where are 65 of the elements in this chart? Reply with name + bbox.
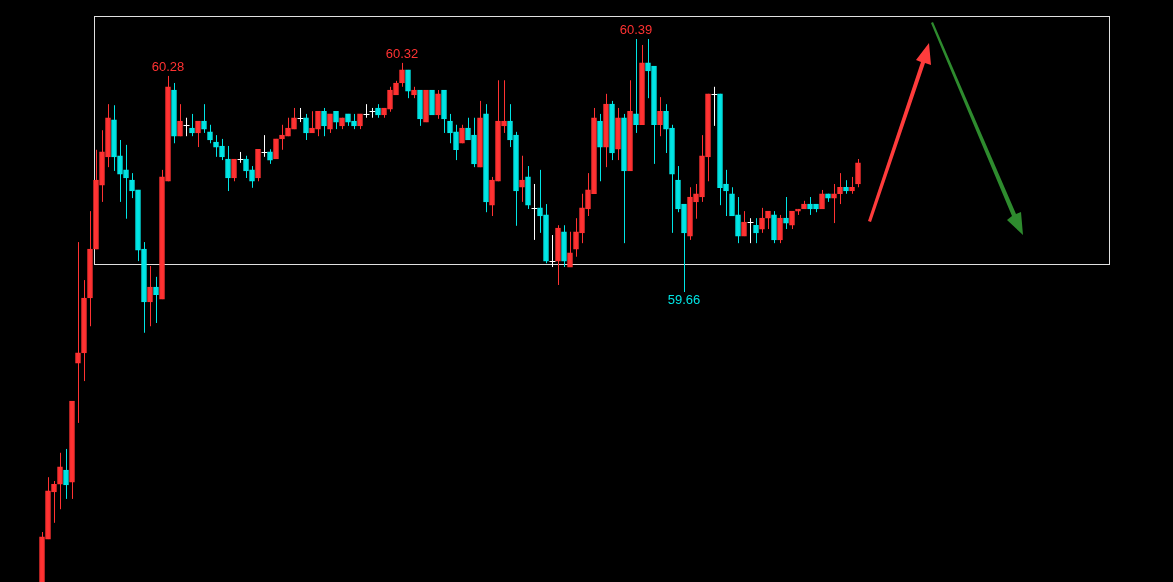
candlestick: [759, 207, 765, 234]
candlestick: [573, 217, 579, 258]
candlestick: [63, 448, 69, 500]
candlestick: [453, 124, 459, 161]
candlestick: [783, 196, 789, 230]
candlestick: [579, 193, 585, 244]
candlestick: [207, 124, 213, 144]
candlestick: [309, 110, 315, 134]
candlestick: [747, 217, 754, 244]
candlestick: [399, 62, 405, 88]
candlestick: [663, 103, 669, 154]
candlestick: [189, 113, 195, 137]
candlestick: [405, 69, 411, 99]
candlestick: [729, 186, 735, 217]
candlestick: [489, 176, 495, 217]
candlestick: [363, 103, 370, 119]
candlestick: [831, 183, 837, 224]
candlestick: [129, 172, 135, 199]
candlestick: [645, 38, 651, 99]
candlestick: [501, 79, 507, 134]
candlestick: [447, 113, 453, 144]
candlestick: [753, 217, 759, 244]
candlestick: [213, 134, 219, 158]
candlestick: [777, 214, 783, 244]
candlestick: [147, 265, 153, 327]
candlestick: [537, 169, 543, 234]
candlestick: [231, 158, 237, 182]
candlestick: [225, 145, 231, 192]
candlestick: [315, 110, 321, 137]
candlestick: [819, 189, 825, 210]
annotation: 59.66: [667, 292, 701, 308]
candlestick: [117, 139, 123, 203]
candlestick: [75, 241, 81, 424]
candlestick: [507, 103, 513, 148]
candlestick: [321, 107, 327, 137]
candlestick: [585, 172, 591, 217]
candlestick: [201, 103, 207, 134]
candlestick: [387, 86, 393, 113]
candlestick: [153, 276, 159, 324]
candlestick: [435, 89, 441, 120]
candlestick: [195, 120, 201, 148]
candlestick: [855, 158, 861, 188]
candlestick: [177, 103, 183, 137]
candlestick: [741, 210, 747, 237]
candlestick: [519, 155, 525, 203]
annotation: 60.39: [619, 22, 653, 38]
candlestick: [693, 183, 699, 220]
annotation: 60.32: [385, 45, 419, 61]
candlestick: [549, 234, 556, 268]
candlestick: [735, 196, 741, 244]
candlestick: [183, 117, 190, 137]
candlestick: [123, 144, 129, 220]
candlestick: [51, 480, 57, 524]
candlestick: [657, 96, 663, 137]
annotation: 60.28: [151, 59, 185, 74]
candlestick: [219, 138, 225, 161]
candlestick: [837, 172, 843, 205]
candlestick: [57, 452, 63, 510]
candlestick: [249, 165, 255, 189]
candlestick: [771, 210, 777, 244]
candlestick: [303, 113, 309, 141]
candlestick: [243, 155, 249, 179]
candlestick: [723, 169, 729, 217]
candlestick: [567, 231, 573, 268]
candlestick: [633, 38, 639, 134]
